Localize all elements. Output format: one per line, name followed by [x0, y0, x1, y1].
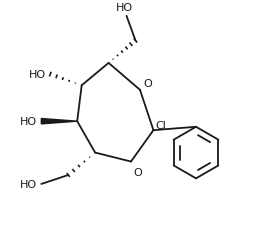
Polygon shape: [41, 119, 77, 124]
Text: HO: HO: [20, 179, 37, 189]
Text: O: O: [143, 78, 152, 88]
Text: HO: HO: [29, 70, 46, 80]
Text: HO: HO: [20, 117, 37, 127]
Text: Cl: Cl: [156, 121, 167, 130]
Text: HO: HO: [116, 3, 133, 14]
Text: O: O: [133, 167, 142, 177]
